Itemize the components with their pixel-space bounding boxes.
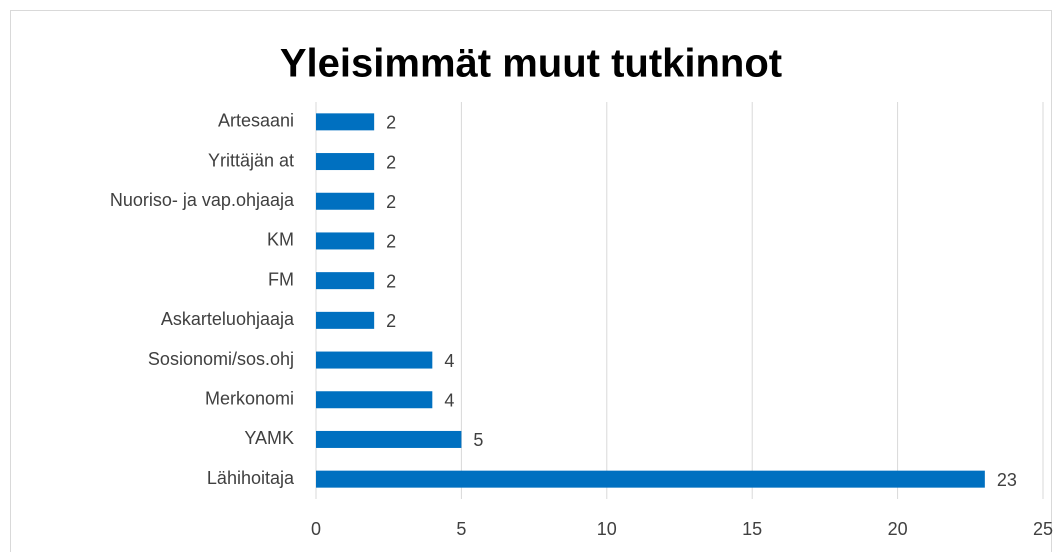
y-tick-label: YAMK (244, 428, 294, 448)
data-label: 4 (444, 391, 454, 411)
bar (316, 113, 375, 131)
y-tick-label: Lähihoitaja (207, 468, 295, 488)
y-tick-label: KM (267, 230, 294, 250)
x-tick-label: 10 (597, 519, 617, 539)
data-label: 5 (473, 430, 483, 450)
bar (316, 192, 375, 210)
y-tick-label: Artesaani (218, 111, 294, 131)
y-tick-label: Merkonomi (205, 389, 294, 409)
data-label: 4 (444, 351, 454, 371)
bar (316, 232, 375, 250)
y-tick-label: Sosionomi/sos.ohj (148, 349, 294, 369)
data-label: 2 (386, 232, 396, 252)
x-tick-label: 25 (1033, 519, 1053, 539)
data-label: 2 (386, 271, 396, 291)
x-tick-label: 20 (888, 519, 908, 539)
data-label: 23 (997, 470, 1017, 490)
y-tick-label: Yrittäjän at (208, 150, 294, 170)
bar (316, 470, 985, 488)
bar (316, 272, 375, 290)
y-tick-label: Askarteluohjaaja (161, 309, 295, 329)
y-tick-label: Nuoriso- ja vap.ohjaaja (110, 190, 295, 210)
data-label: 2 (386, 311, 396, 331)
bar (316, 153, 375, 171)
x-tick-label: 0 (311, 519, 321, 539)
data-label: 2 (386, 113, 396, 133)
y-tick-label: FM (268, 269, 294, 289)
bar (316, 430, 462, 448)
data-label: 2 (386, 152, 396, 172)
chart-border (10, 10, 1052, 552)
bar (316, 351, 433, 369)
x-tick-label: 5 (456, 519, 466, 539)
bar (316, 391, 433, 409)
chart-title: Yleisimmät muut tutkinnot (280, 42, 782, 86)
bar (316, 311, 375, 329)
data-label: 2 (386, 192, 396, 212)
x-tick-label: 15 (742, 519, 762, 539)
